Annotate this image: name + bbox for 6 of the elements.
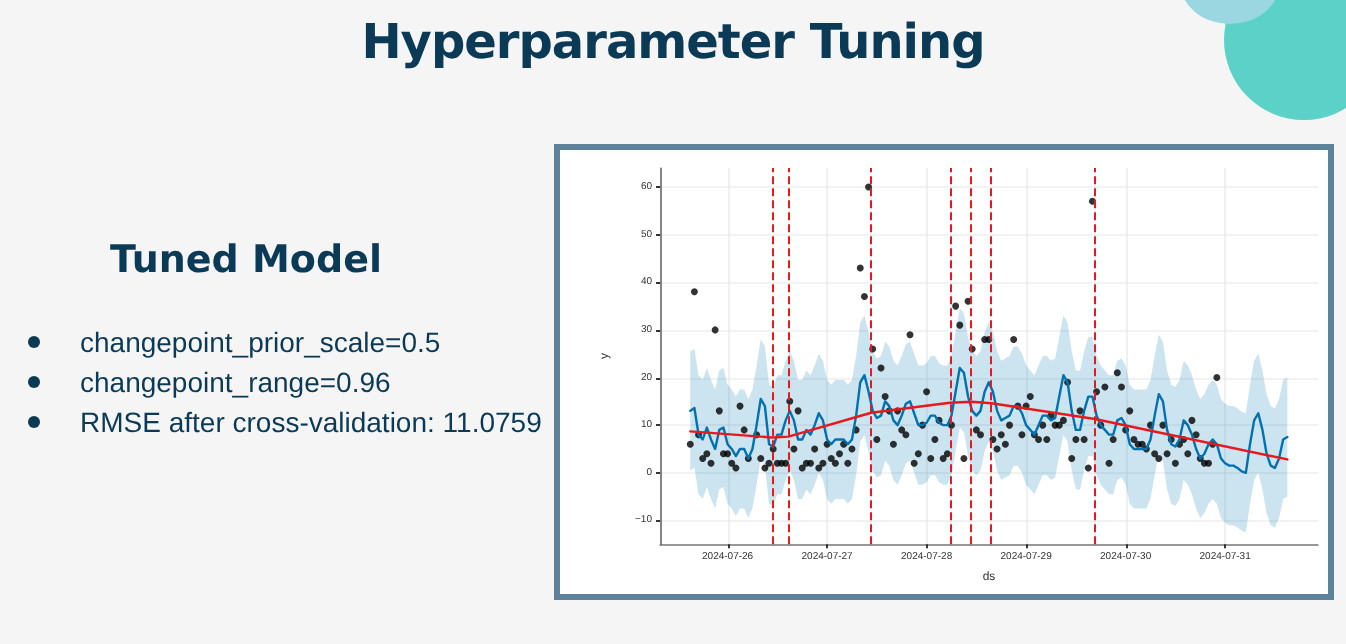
line-series	[689, 366, 1289, 474]
text: Tuned Model	[110, 238, 382, 282]
text: changepoint_range=0.96	[80, 366, 391, 398]
text: RMSE after cross-validation: 11.0759	[80, 406, 542, 438]
text: changepoint_prior_scale=0.5	[80, 326, 441, 358]
chart-title: Hyperparameter Tuning	[359, 14, 987, 70]
